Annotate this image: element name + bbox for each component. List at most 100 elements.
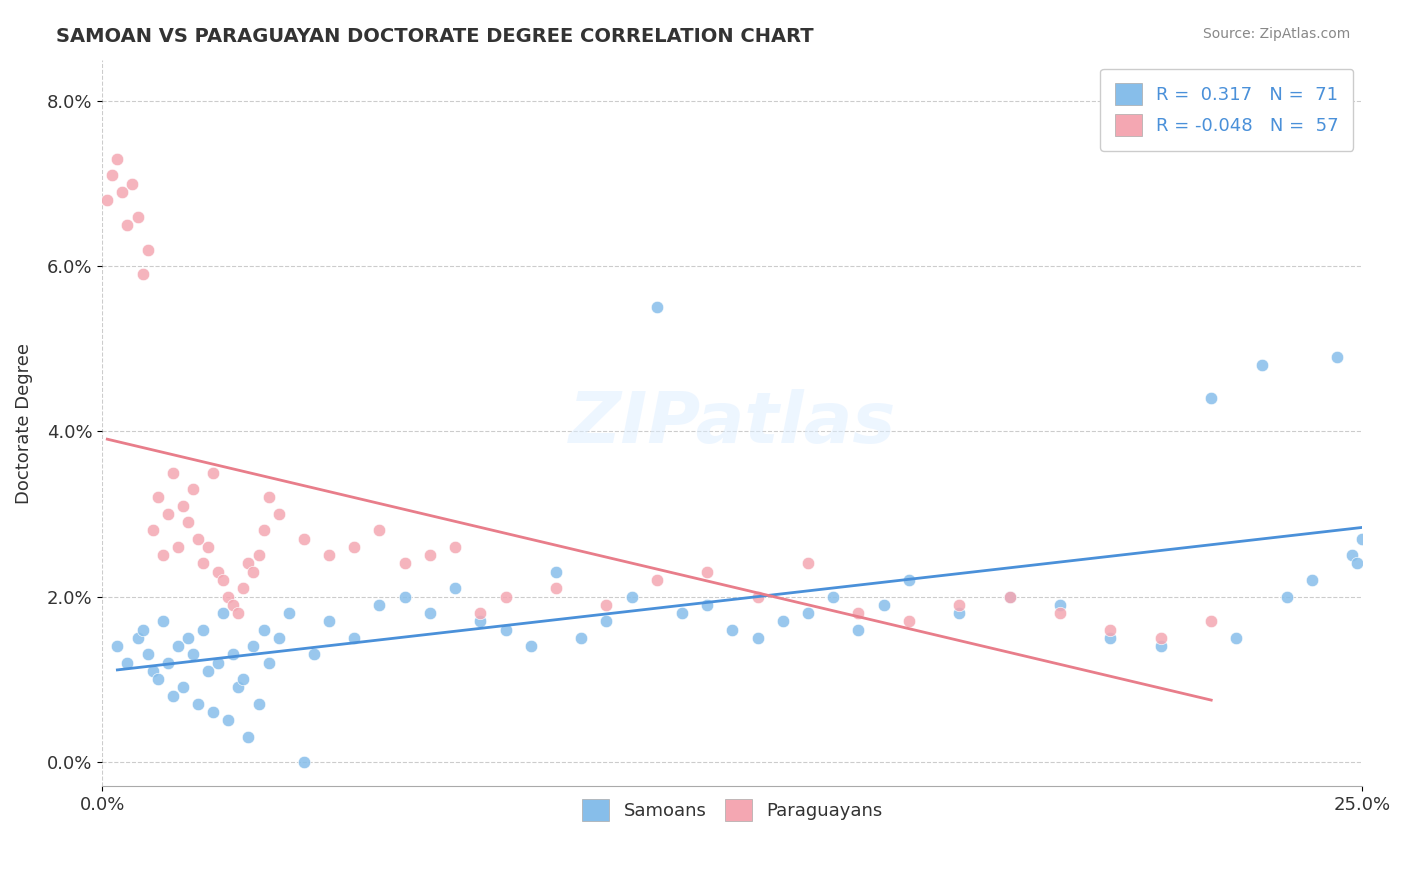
Point (252, 623, 274, 637)
Point (152, 615, 174, 629)
Text: ZIPatlas: ZIPatlas (568, 389, 896, 458)
Point (131, 268, 153, 282)
Point (197, 540, 219, 554)
Point (1049, 606, 1071, 620)
Point (1351, 532, 1374, 546)
Point (172, 499, 194, 513)
Point (277, 606, 299, 620)
Point (444, 540, 467, 554)
Point (187, 532, 209, 546)
Point (343, 540, 366, 554)
Point (1049, 598, 1071, 612)
Point (212, 606, 235, 620)
Point (146, 491, 169, 505)
Point (846, 606, 869, 620)
Point (267, 631, 290, 645)
Point (1341, 548, 1364, 562)
Point (202, 466, 225, 480)
Point (747, 590, 769, 604)
Point (797, 557, 820, 571)
Point (166, 639, 188, 653)
Point (394, 557, 416, 571)
Point (1346, 557, 1368, 571)
Point (1199, 615, 1222, 629)
Point (897, 615, 920, 629)
Point (292, 532, 315, 546)
Point (242, 565, 264, 579)
Point (127, 210, 149, 224)
Point (177, 631, 200, 645)
Point (228, 606, 250, 620)
Point (162, 689, 184, 703)
Point (162, 466, 184, 480)
Text: Source: ZipAtlas.com: Source: ZipAtlas.com (1202, 27, 1350, 41)
Point (127, 631, 149, 645)
Point (222, 648, 245, 662)
Point (121, 177, 143, 191)
Point (217, 714, 239, 728)
Point (368, 598, 391, 612)
Point (394, 590, 416, 604)
Point (823, 590, 845, 604)
Point (1150, 631, 1173, 645)
Point (671, 606, 693, 620)
Point (117, 218, 139, 232)
Point (495, 590, 517, 604)
Point (470, 615, 492, 629)
Point (495, 623, 517, 637)
Point (721, 623, 744, 637)
Point (696, 565, 718, 579)
Point (191, 557, 214, 571)
Point (267, 507, 290, 521)
Point (152, 548, 174, 562)
Point (797, 606, 820, 620)
Point (131, 623, 153, 637)
Point (747, 631, 769, 645)
Point (872, 598, 894, 612)
Point (257, 656, 280, 670)
Point (544, 565, 567, 579)
Point (181, 648, 204, 662)
Point (1150, 639, 1173, 653)
Point (142, 664, 165, 678)
Point (247, 548, 270, 562)
Point (187, 697, 209, 711)
Point (202, 705, 225, 719)
Point (156, 507, 179, 521)
Point (217, 590, 239, 604)
Point (645, 573, 668, 587)
Point (444, 581, 467, 595)
Point (136, 243, 159, 257)
Text: SAMOAN VS PARAGUAYAN DOCTORATE DEGREE CORRELATION CHART: SAMOAN VS PARAGUAYAN DOCTORATE DEGREE CO… (56, 27, 814, 45)
Point (257, 491, 280, 505)
Point (142, 524, 165, 538)
Point (519, 639, 541, 653)
Point (228, 681, 250, 695)
Point (569, 631, 592, 645)
Point (212, 573, 235, 587)
Point (177, 515, 200, 529)
Point (238, 557, 260, 571)
Point (368, 524, 391, 538)
Point (172, 681, 194, 695)
Point (620, 590, 643, 604)
Point (96, 193, 118, 207)
Point (846, 623, 869, 637)
Point (948, 598, 970, 612)
Point (232, 581, 254, 595)
Point (105, 639, 128, 653)
Point (292, 755, 315, 769)
Point (696, 598, 718, 612)
Point (146, 672, 169, 686)
Point (1225, 631, 1247, 645)
Point (1326, 350, 1348, 364)
Point (1250, 358, 1272, 372)
Point (117, 656, 139, 670)
Point (998, 590, 1021, 604)
Point (1099, 623, 1122, 637)
Point (645, 301, 668, 315)
Point (111, 185, 134, 199)
Point (595, 598, 617, 612)
Point (101, 168, 124, 182)
Y-axis label: Doctorate Degree: Doctorate Degree (15, 343, 32, 504)
